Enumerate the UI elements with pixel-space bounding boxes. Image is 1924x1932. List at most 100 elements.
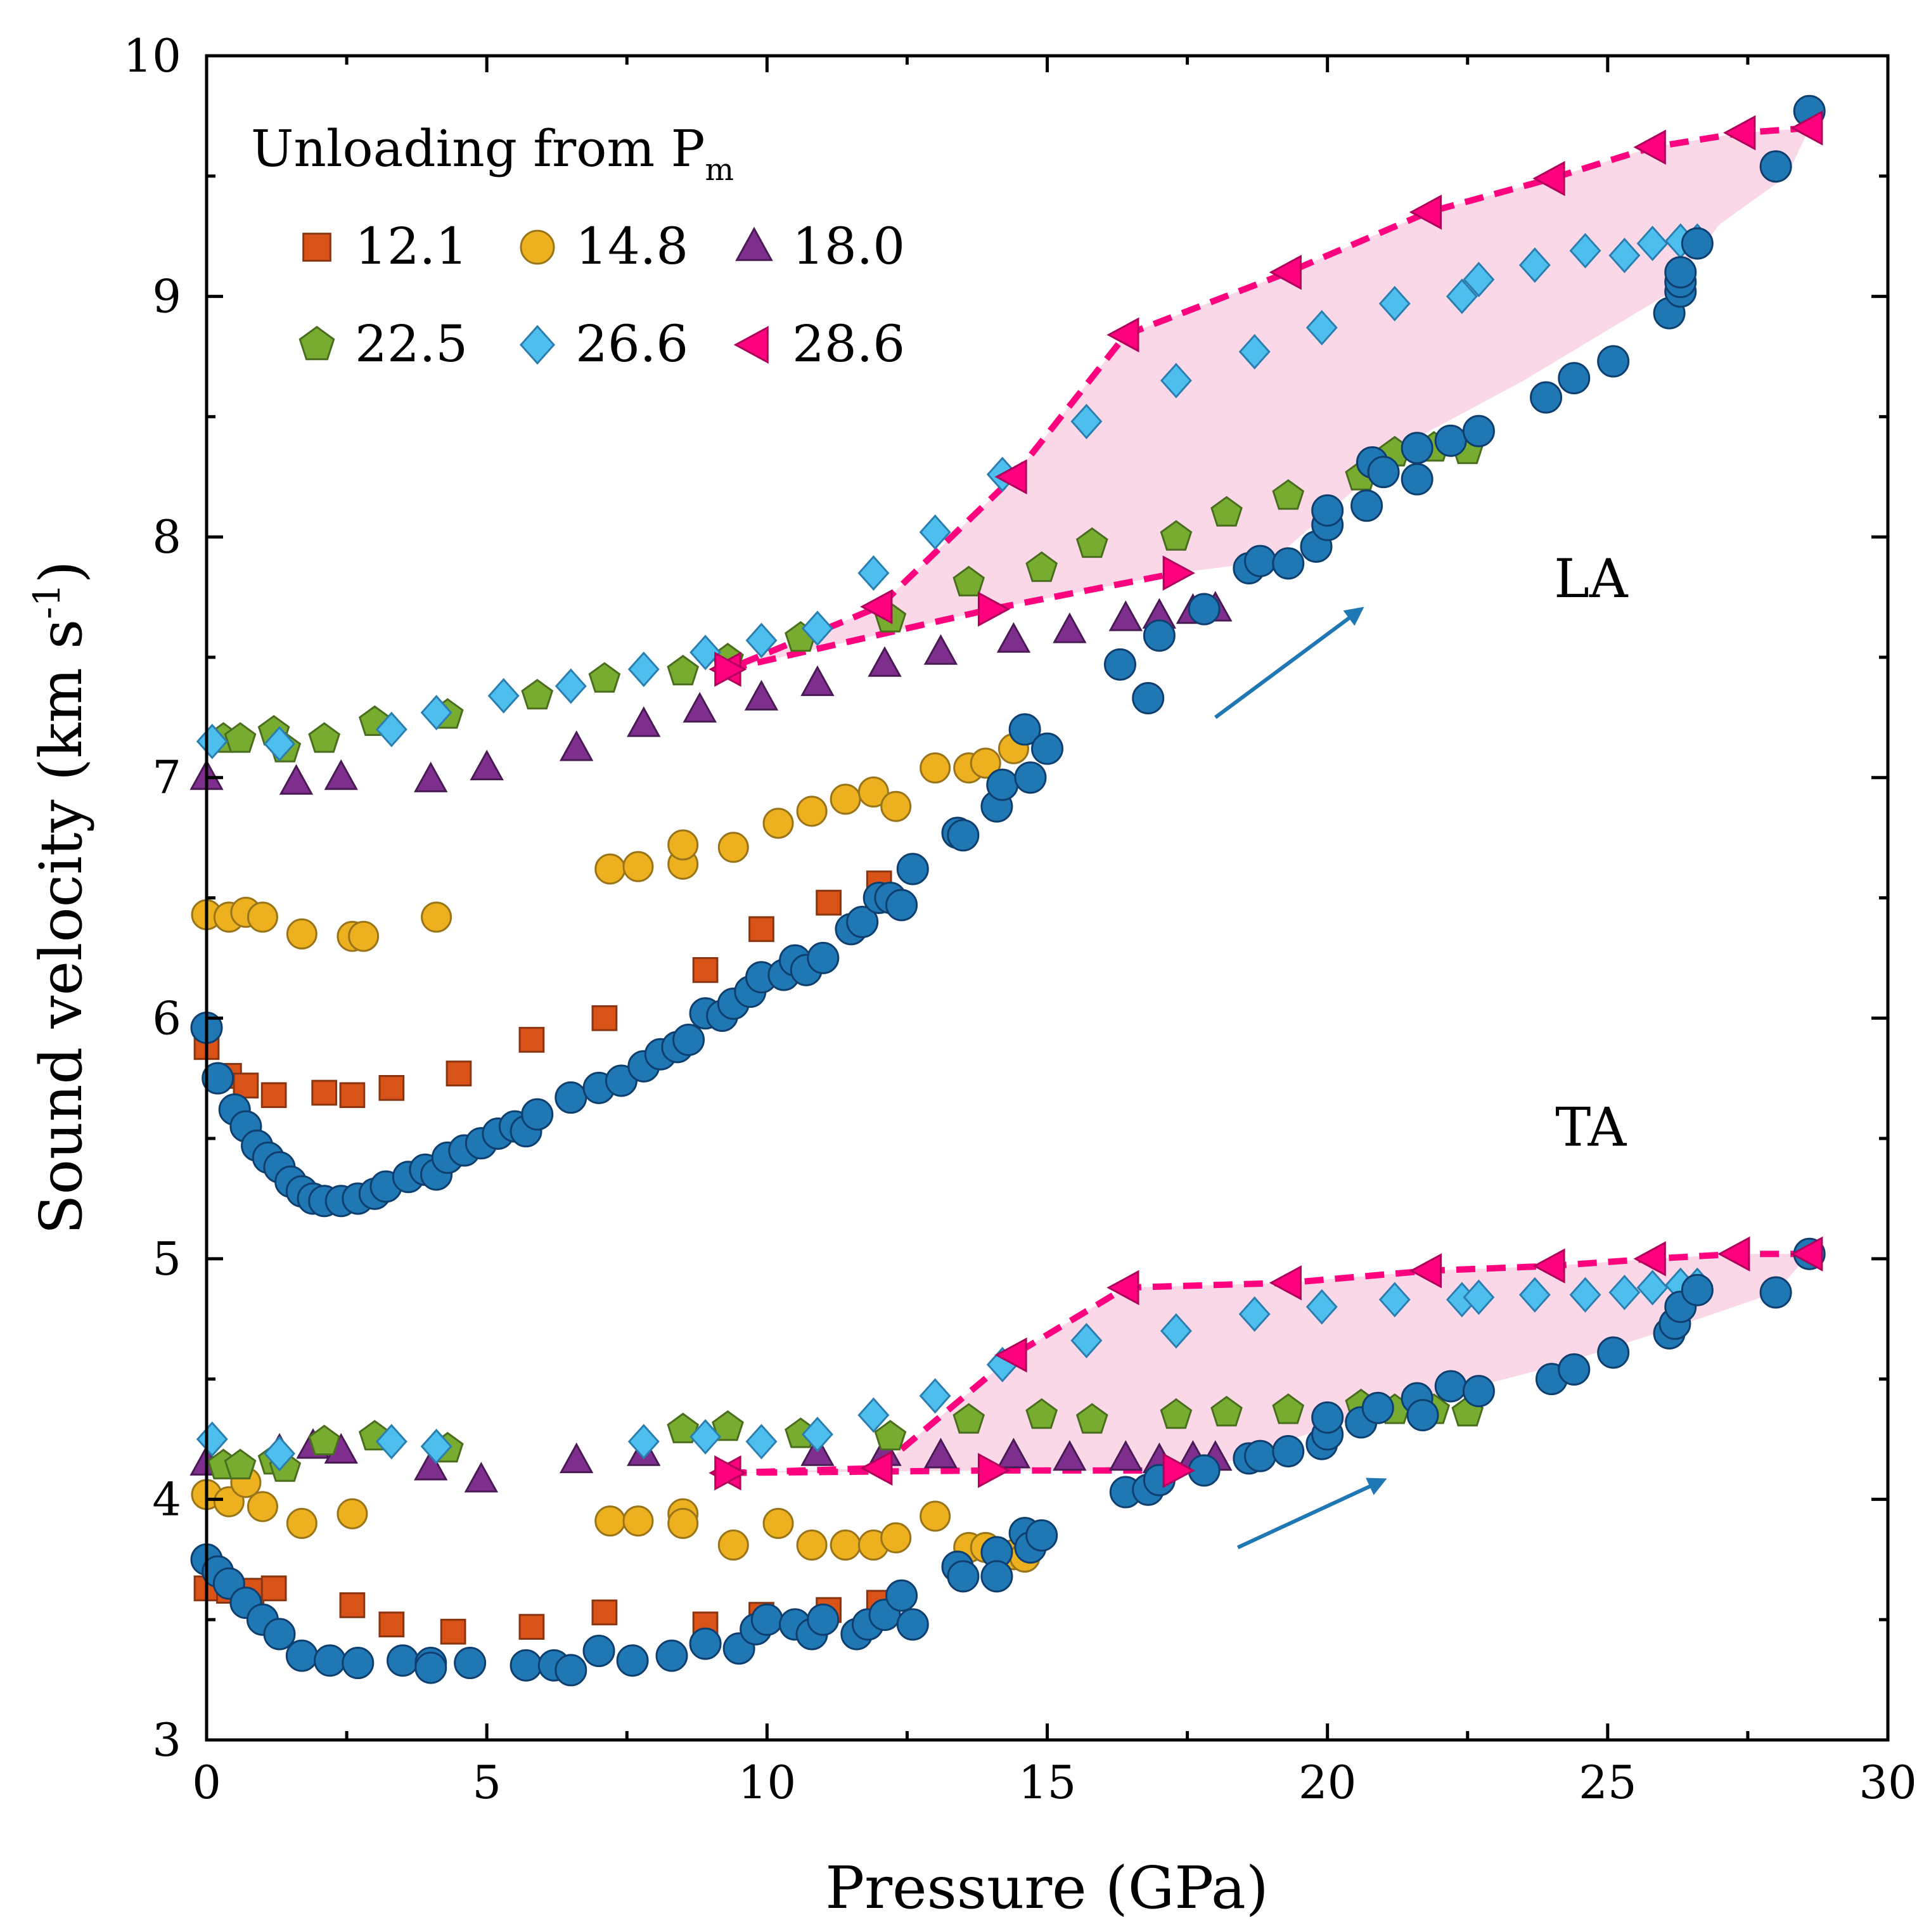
marker-circle-loading-ta — [285, 1639, 318, 1672]
marker-square-12-1-ta — [591, 1599, 618, 1626]
loading-arrow-2 — [1236, 1478, 1387, 1550]
marker-triangle-left-28-6-ta — [1717, 1236, 1750, 1272]
x-tick-label: 30 — [1859, 1756, 1917, 1809]
shade-ta-shade — [728, 1254, 1810, 1473]
marker-circle-loading-ta — [1681, 1273, 1714, 1306]
y-axis-label-close: ) — [27, 560, 95, 583]
legend-marker-22-5 — [298, 326, 335, 361]
marker-triangle-18-0-ta — [923, 1438, 958, 1469]
marker-circle-14-8-ta — [920, 1500, 951, 1532]
marker-diamond-26-6-ta — [1518, 1277, 1551, 1313]
marker-circle-14-8-la — [920, 752, 951, 784]
loading-arrow-1 — [1214, 607, 1364, 719]
legend-title: Unloading from Pm — [251, 119, 734, 188]
y-tick-label: 10 — [123, 29, 181, 82]
marker-square-12-1-la — [233, 1072, 259, 1098]
y-axis-label-main: Sound velocity (km s — [27, 619, 95, 1235]
marker-square-12-1-la — [339, 1082, 366, 1109]
marker-diamond-26-6-ta — [1070, 1322, 1103, 1358]
marker-triangle-18-0-ta — [464, 1462, 499, 1493]
marker-circle-loading-ta — [1244, 1439, 1277, 1472]
marker-diamond-26-6-ta — [1608, 1274, 1641, 1311]
marker-pentagon-22-5-la — [224, 722, 257, 753]
marker-triangle-18-0-la — [1053, 612, 1087, 643]
legend-label-22-5: 22.5 — [355, 314, 468, 373]
marker-triangle-left-28-6-la — [1409, 194, 1442, 230]
unloading-dashed-lines — [726, 124, 1810, 1476]
marker-circle-14-8-la — [348, 920, 380, 952]
marker-triangle-left-28-6-la — [1723, 115, 1756, 151]
marker-triangle-18-0-ta — [996, 1438, 1031, 1469]
marker-circle-loading-ta — [885, 1579, 918, 1612]
marker-pentagon-22-5-ta — [1160, 1398, 1193, 1429]
marker-circle-14-8-la — [830, 783, 861, 815]
marker-circle-loading-la — [1664, 256, 1697, 289]
marker-triangle-right-28-6-la-reload — [714, 652, 747, 687]
y-tick-label: 5 — [152, 1232, 181, 1285]
marker-pentagon-22-5-ta — [224, 1448, 257, 1479]
marker-circle-loading-la — [555, 1081, 587, 1114]
marker-circle-14-8-la — [970, 747, 1001, 779]
legend-label-14-8: 14.8 — [575, 217, 688, 276]
y-tick-label: 4 — [152, 1472, 181, 1526]
marker-pentagon-22-5-la — [308, 722, 341, 753]
marker-pentagon-22-5-la — [521, 678, 554, 710]
marker-circle-loading-la — [1759, 150, 1792, 183]
marker-diamond-26-6-la — [1569, 233, 1601, 269]
marker-circle-loading-la — [1188, 593, 1221, 626]
marker-circle-loading-la — [986, 768, 1019, 801]
marker-diamond-26-6-ta — [1378, 1282, 1411, 1318]
marker-diamond-26-6-la — [1160, 363, 1192, 399]
marker-circle-loading-la — [1014, 761, 1047, 794]
marker-circle-loading-ta — [896, 1608, 929, 1641]
marker-triangle-left-28-6-ta — [1633, 1241, 1666, 1277]
x-tick-label: 5 — [472, 1756, 501, 1809]
marker-circle-14-8-la — [796, 795, 828, 827]
marker-pentagon-22-5-la — [1025, 551, 1058, 583]
marker-square-12-1-la — [518, 1027, 545, 1053]
marker-diamond-26-6-la — [1518, 247, 1551, 283]
marker-square-12-1-la — [816, 889, 842, 916]
marker-triangle-18-0-la — [559, 730, 594, 761]
marker-triangle-18-0-ta — [1053, 1439, 1087, 1471]
x-tick-label: 15 — [1018, 1756, 1077, 1809]
x-tick-label: 20 — [1299, 1756, 1357, 1809]
marker-circle-loading-ta — [555, 1654, 587, 1687]
marker-triangle-18-0-la — [923, 634, 958, 665]
marker-diamond-26-6-ta — [1463, 1279, 1495, 1315]
x-tick-label: 25 — [1579, 1756, 1637, 1809]
marker-circle-loading-la — [1558, 362, 1591, 395]
marker-circle-loading-ta — [1558, 1353, 1591, 1386]
marker-triangle-left-28-6-ta — [994, 1337, 1027, 1373]
marker-triangle-18-0-la — [996, 622, 1031, 653]
x-axis-label: Pressure (GPa) — [825, 1854, 1269, 1922]
marker-circle-loading-la — [1530, 381, 1563, 414]
y-tick-label: 7 — [152, 751, 181, 804]
marker-circle-loading-la — [1434, 424, 1467, 457]
marker-diamond-26-6-la — [555, 668, 587, 704]
marker-circle-14-8-la — [286, 918, 317, 950]
x-tick-label: 0 — [192, 1756, 221, 1809]
marker-diamond-26-6-la — [196, 723, 228, 759]
marker-square-12-1-la — [692, 957, 719, 983]
legend: Unloading from Pm 12.1 14.8 18.0 22.5 26.6 28… — [251, 119, 905, 373]
y-axis-label-exponent: -1 — [25, 583, 68, 619]
marker-circle-loading-la — [1367, 456, 1400, 489]
marker-circle-loading-ta — [655, 1639, 688, 1672]
marker-circle-loading-la — [1401, 463, 1433, 496]
marker-circle-loading-la — [1272, 547, 1305, 580]
marker-diamond-26-6-la — [1070, 403, 1103, 439]
marker-circle-loading-ta — [314, 1644, 347, 1677]
marker-circle-14-8-ta — [830, 1530, 861, 1561]
marker-pentagon-22-5-ta — [1210, 1396, 1243, 1427]
marker-triangle-left-28-6-ta — [1409, 1253, 1442, 1289]
marker-circle-loading-ta — [947, 1560, 980, 1593]
marker-circle-14-8-ta — [796, 1530, 828, 1561]
marker-circle-loading-ta — [1597, 1336, 1630, 1369]
y-tick-label: 8 — [152, 510, 181, 564]
legend-marker-18-0 — [735, 226, 773, 261]
marker-triangle-left-28-6-la — [1790, 110, 1823, 146]
marker-triangle-left-28-6-ta — [1269, 1265, 1302, 1301]
marker-square-12-1-la — [748, 916, 774, 943]
marker-diamond-26-6-la — [689, 634, 722, 671]
